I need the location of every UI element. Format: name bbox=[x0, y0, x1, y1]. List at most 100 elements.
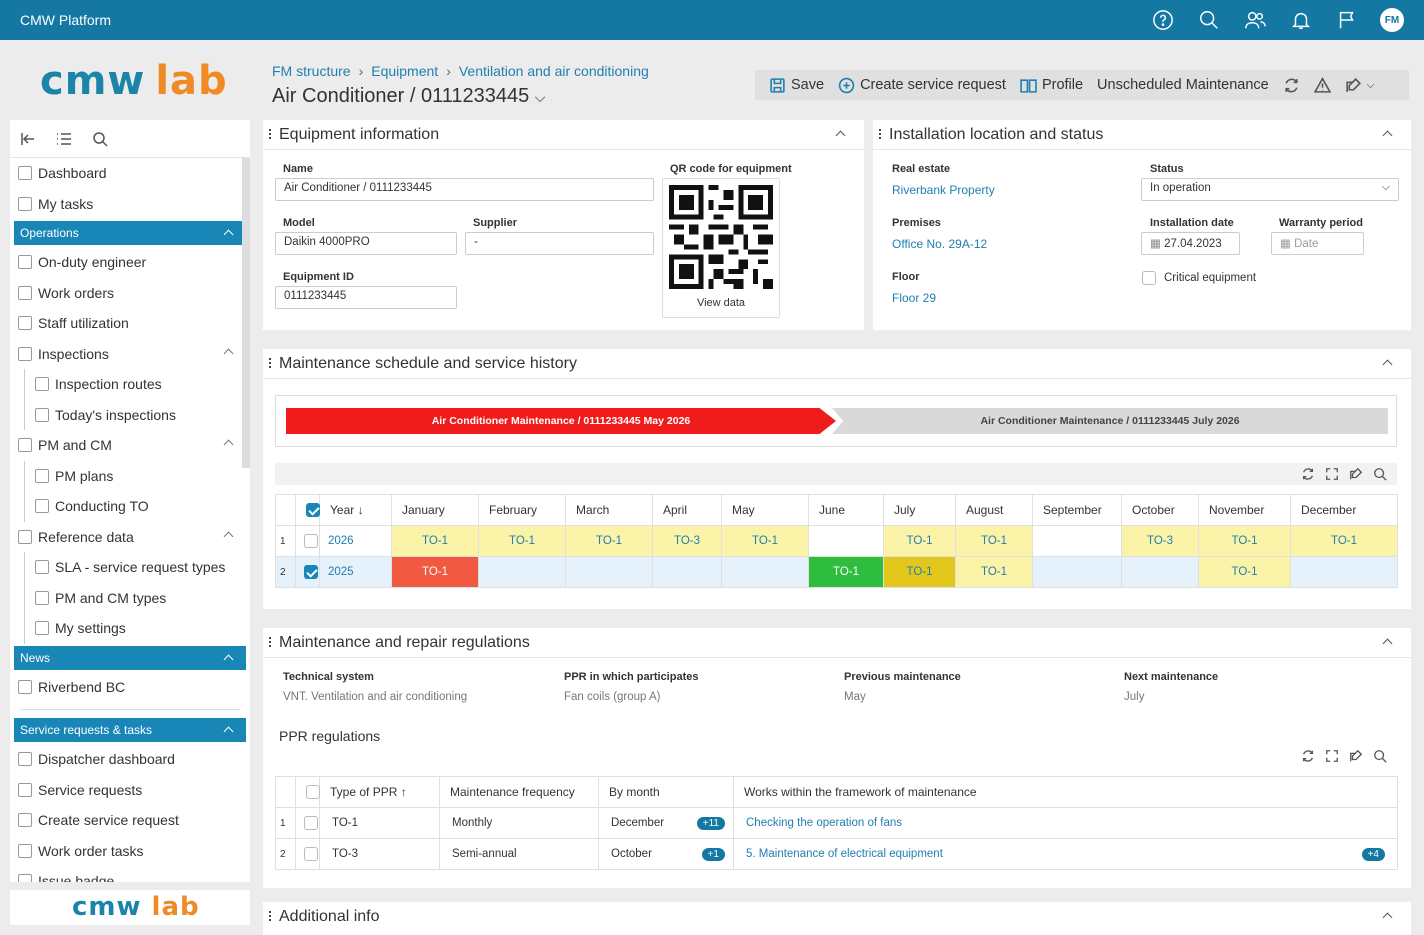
chevron-up-icon[interactable] bbox=[1382, 130, 1393, 141]
equipment-id-field[interactable]: 0111233445 bbox=[275, 286, 457, 309]
sidebar-item-inspections[interactable]: Inspections bbox=[10, 339, 250, 370]
works-cell[interactable]: Checking the operation of fans bbox=[733, 807, 1398, 839]
avatar[interactable]: FM bbox=[1380, 8, 1404, 32]
col-frequency[interactable]: Maintenance frequency bbox=[439, 776, 599, 808]
select-all-cell[interactable] bbox=[295, 494, 320, 526]
month-cell[interactable] bbox=[1032, 556, 1122, 588]
row-checkbox[interactable] bbox=[304, 534, 318, 548]
warning-button[interactable] bbox=[1313, 76, 1331, 94]
sidebar-item-work-orders[interactable]: Work orders bbox=[10, 278, 250, 309]
sidebar-scrollbar[interactable] bbox=[242, 158, 250, 468]
col-november[interactable]: November bbox=[1198, 494, 1291, 526]
col-june[interactable]: June bbox=[808, 494, 884, 526]
col-july[interactable]: July bbox=[883, 494, 956, 526]
drag-handle-icon[interactable] bbox=[269, 357, 271, 369]
breadcrumb-equipment[interactable]: Equipment bbox=[371, 63, 439, 79]
table-row[interactable]: 2 TO-3 Semi-annual October +1 5. Maintena… bbox=[275, 838, 1398, 870]
status-select[interactable]: In operation ⌵ bbox=[1141, 178, 1399, 201]
col-december[interactable]: December bbox=[1290, 494, 1398, 526]
col-works[interactable]: Works within the framework of maintenanc… bbox=[733, 776, 1398, 808]
month-cell[interactable] bbox=[1290, 556, 1398, 588]
gantt-bar-current[interactable]: Air Conditioner Maintenance / 0111233445… bbox=[286, 408, 836, 434]
select-all-checkbox[interactable] bbox=[306, 503, 320, 518]
row-select-cell[interactable] bbox=[295, 807, 320, 839]
sidebar-item-issue-badge[interactable]: Issue badge bbox=[10, 866, 250, 882]
month-cell[interactable] bbox=[478, 556, 566, 588]
breadcrumb-ventilation[interactable]: Ventilation and air conditioning bbox=[458, 63, 649, 79]
premises-link[interactable]: Office No. 29A-12 bbox=[892, 237, 988, 251]
col-february[interactable]: February bbox=[478, 494, 566, 526]
sidebar-item-dispatcher[interactable]: Dispatcher dashboard bbox=[10, 744, 250, 775]
unscheduled-maintenance-button[interactable]: Unscheduled Maintenance bbox=[1097, 77, 1269, 93]
chevron-up-icon[interactable] bbox=[223, 531, 234, 541]
edit-icon[interactable] bbox=[1349, 467, 1363, 481]
count-badge[interactable]: +11 bbox=[696, 816, 725, 830]
users-icon[interactable] bbox=[1242, 8, 1268, 32]
real-estate-link[interactable]: Riverbank Property bbox=[892, 183, 995, 197]
search-icon[interactable] bbox=[1373, 749, 1387, 763]
drag-handle-icon[interactable] bbox=[269, 128, 271, 140]
create-service-request-button[interactable]: Create service request bbox=[838, 77, 1006, 94]
month-cell[interactable]: TO-1 bbox=[883, 556, 956, 588]
col-may[interactable]: May bbox=[721, 494, 809, 526]
name-field[interactable]: Air Conditioner / 0111233445 bbox=[275, 178, 654, 201]
chevron-up-icon[interactable] bbox=[223, 439, 234, 450]
chevron-down-icon[interactable]: ⌵ bbox=[534, 89, 546, 105]
col-march[interactable]: March bbox=[565, 494, 653, 526]
month-cell[interactable] bbox=[721, 556, 809, 588]
count-badge[interactable]: +1 bbox=[701, 847, 725, 861]
month-cell[interactable]: TO-1 bbox=[1198, 525, 1291, 557]
sidebar-item-conducting-to[interactable]: Conducting TO bbox=[10, 491, 250, 522]
profile-button[interactable]: Profile bbox=[1020, 77, 1083, 94]
month-cell[interactable]: TO-1 bbox=[1198, 556, 1291, 588]
sidebar-item-inspection-routes[interactable]: Inspection routes bbox=[10, 369, 250, 400]
col-october[interactable]: October bbox=[1121, 494, 1199, 526]
sidebar-item-todays-inspections[interactable]: Today's inspections bbox=[10, 399, 250, 431]
month-cell[interactable]: TO-1 bbox=[955, 525, 1033, 557]
month-cell[interactable] bbox=[1032, 525, 1122, 557]
save-button[interactable]: Save bbox=[769, 77, 824, 94]
sidebar-search-icon[interactable] bbox=[92, 131, 108, 147]
sidebar-item-my-tasks[interactable]: My tasks bbox=[10, 189, 250, 220]
flag-icon[interactable] bbox=[1334, 8, 1360, 32]
table-row[interactable]: 1 2026 TO-1 TO-1 TO-1 TO-3 TO-1 TO-1 TO-… bbox=[275, 525, 1398, 557]
chevron-up-icon[interactable] bbox=[1382, 912, 1393, 923]
model-field[interactable]: Daikin 4000PRO bbox=[275, 232, 457, 255]
month-cell[interactable] bbox=[808, 525, 884, 557]
sidebar-item-riverbend[interactable]: Riverbend BC bbox=[10, 672, 250, 703]
refresh-icon[interactable] bbox=[1301, 749, 1315, 763]
critical-equipment-checkbox[interactable] bbox=[1142, 271, 1156, 285]
chevron-up-icon[interactable] bbox=[1382, 638, 1393, 649]
month-cell[interactable]: TO-1 bbox=[955, 556, 1033, 588]
help-icon[interactable] bbox=[1150, 8, 1176, 32]
drag-handle-icon[interactable] bbox=[879, 128, 881, 140]
select-all-cell[interactable] bbox=[295, 776, 320, 808]
col-august[interactable]: August bbox=[955, 494, 1033, 526]
sidebar-group-service[interactable]: Service requests & tasks bbox=[14, 718, 246, 742]
month-cell[interactable]: TO-3 bbox=[1121, 525, 1199, 557]
month-cell[interactable]: TO-3 bbox=[652, 525, 722, 557]
col-type[interactable]: Type of PPR ↑ bbox=[319, 776, 440, 808]
supplier-field[interactable]: - bbox=[465, 232, 654, 255]
year-cell[interactable]: 2025 bbox=[319, 556, 392, 588]
sidebar-item-reference-data[interactable]: Reference data bbox=[10, 522, 250, 553]
refresh-icon[interactable] bbox=[1301, 467, 1315, 481]
count-badge[interactable]: +4 bbox=[1361, 847, 1385, 861]
sidebar-item-pm-cm[interactable]: PM and CM bbox=[10, 430, 250, 461]
row-select-cell[interactable] bbox=[295, 838, 320, 870]
month-cell[interactable] bbox=[1121, 556, 1199, 588]
table-row[interactable]: 1 TO-1 Monthly December +11 Checking the … bbox=[275, 807, 1398, 839]
edit-menu-button[interactable]: ⌵ bbox=[1345, 77, 1374, 94]
sidebar-item-pm-plans[interactable]: PM plans bbox=[10, 460, 250, 492]
month-cell[interactable] bbox=[565, 556, 653, 588]
refresh-button[interactable] bbox=[1283, 77, 1300, 94]
floor-link[interactable]: Floor 29 bbox=[892, 291, 937, 305]
row-select-cell[interactable] bbox=[295, 525, 320, 557]
sidebar-item-service-requests[interactable]: Service requests bbox=[10, 775, 250, 806]
col-april[interactable]: April bbox=[652, 494, 722, 526]
sidebar-item-sla[interactable]: SLA - service request types bbox=[10, 552, 250, 583]
col-january[interactable]: January bbox=[391, 494, 479, 526]
page-title[interactable]: Air Conditioner / 0111233445 ⌵ bbox=[272, 85, 546, 107]
row-checkbox[interactable] bbox=[304, 565, 318, 579]
chevron-up-icon[interactable] bbox=[1382, 359, 1393, 370]
